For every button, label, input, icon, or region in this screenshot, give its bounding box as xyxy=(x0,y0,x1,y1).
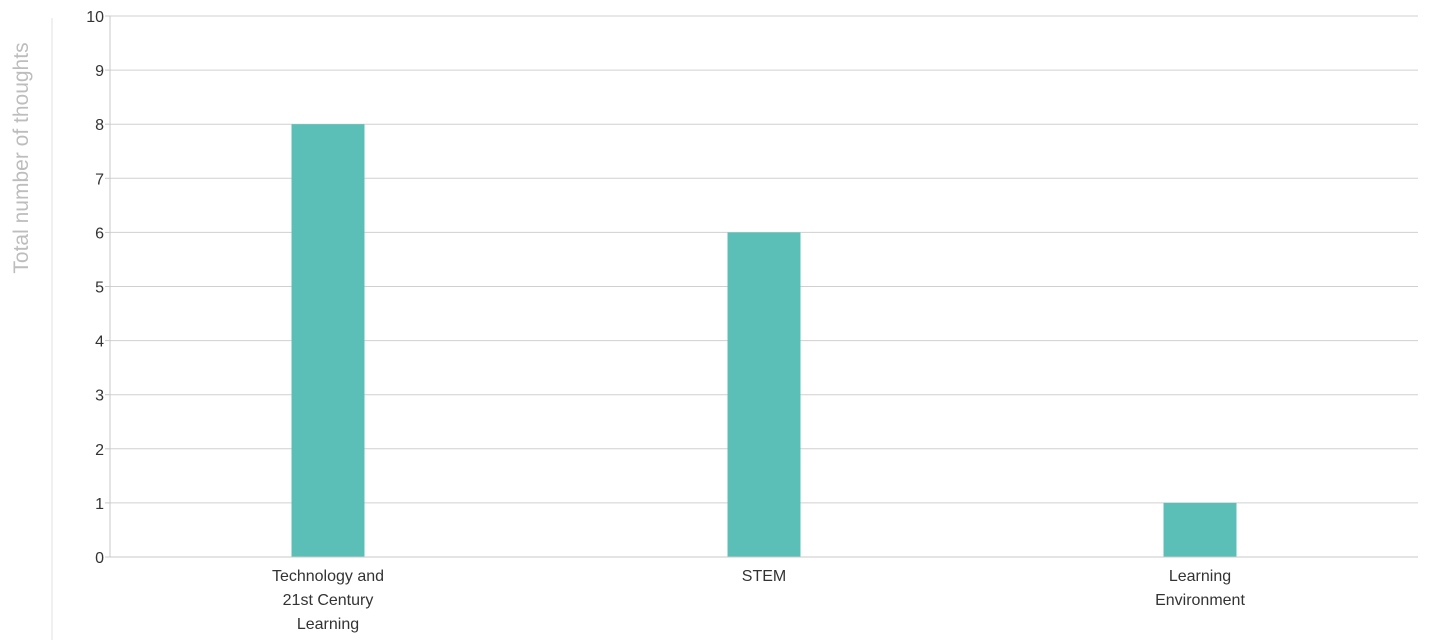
y-axis-ticks: 0 1 2 3 4 5 6 7 8 9 10 xyxy=(86,9,110,567)
y-tick-label: 10 xyxy=(86,9,104,26)
y-tick-label: 7 xyxy=(95,171,104,188)
y-tick-label: 8 xyxy=(95,117,104,134)
x-category-label: Technology and 21st Century Learning xyxy=(272,568,384,633)
y-tick-label: 0 xyxy=(95,550,104,567)
x-category-label: Learning Environment xyxy=(1155,568,1245,609)
y-tick-label: 5 xyxy=(95,280,104,297)
bar xyxy=(1163,502,1237,557)
bar xyxy=(291,124,365,557)
y-axis-title: Total number of thoughts xyxy=(10,42,33,273)
y-tick-label: 1 xyxy=(95,496,104,513)
x-axis-labels: Technology and 21st Century Learning STEM Le… xyxy=(272,568,1246,633)
y-tick-label: 4 xyxy=(95,334,104,351)
bars xyxy=(291,124,1237,557)
x-category-label: STEM xyxy=(742,568,786,585)
bar xyxy=(727,232,801,557)
y-tick-label: 3 xyxy=(95,388,104,405)
y-tick-label: 9 xyxy=(95,63,104,80)
y-tick-label: 2 xyxy=(95,442,104,459)
y-tick-label: 6 xyxy=(95,225,104,242)
